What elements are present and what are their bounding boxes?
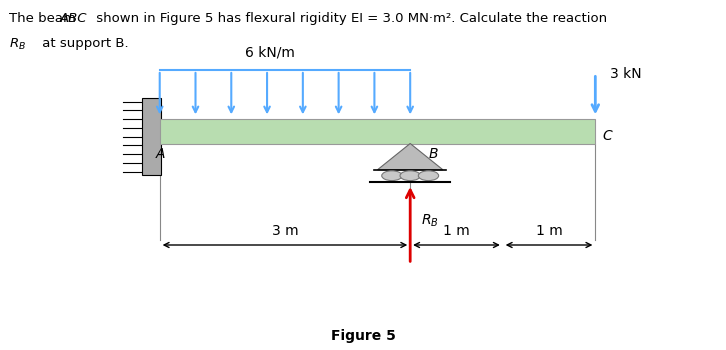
Text: at support B.: at support B. <box>38 37 129 50</box>
Bar <box>142 98 161 175</box>
Text: B: B <box>428 147 438 161</box>
Text: Figure 5: Figure 5 <box>330 329 396 343</box>
Text: 1 m: 1 m <box>536 224 563 238</box>
Text: C: C <box>603 129 612 143</box>
Circle shape <box>418 171 439 181</box>
Text: ABC: ABC <box>60 12 87 25</box>
Circle shape <box>400 171 420 181</box>
Text: $R_B$: $R_B$ <box>421 212 439 229</box>
Text: $R_B$: $R_B$ <box>9 37 26 52</box>
Text: shown in Figure 5 has flexural rigidity EI = 3.0 MN·m². Calculate the reaction: shown in Figure 5 has flexural rigidity … <box>92 12 608 25</box>
Polygon shape <box>378 144 443 170</box>
Text: 1 m: 1 m <box>443 224 470 238</box>
Text: The beam: The beam <box>9 12 81 25</box>
Text: 6 kN/m: 6 kN/m <box>245 46 295 60</box>
Text: 3 m: 3 m <box>272 224 298 238</box>
Text: 3 kN: 3 kN <box>610 66 642 80</box>
Circle shape <box>382 171 402 181</box>
Text: A: A <box>156 147 166 161</box>
Bar <box>160 119 595 144</box>
